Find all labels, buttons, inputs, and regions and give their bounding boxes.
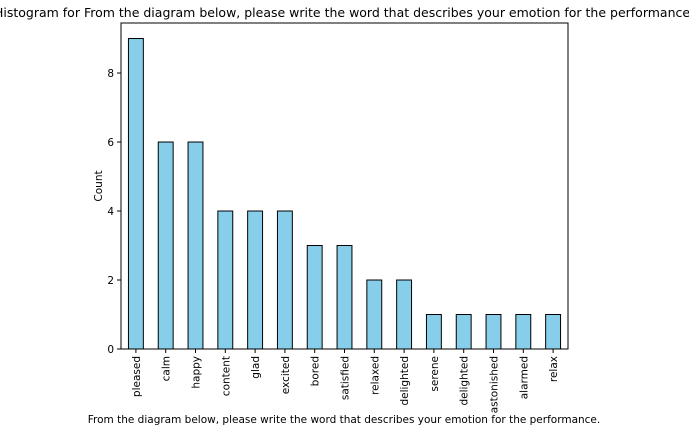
- x-tick-label: delighted: [399, 356, 411, 406]
- bars-layer: [127, 38, 562, 350]
- bar-3: [217, 210, 234, 350]
- y-tick-label: 8: [107, 68, 114, 80]
- y-tick-label: 0: [107, 344, 114, 356]
- bar-9: [396, 279, 413, 350]
- bar-12: [485, 314, 502, 350]
- bar-7: [336, 245, 353, 350]
- x-tick-label: alarmed: [518, 356, 530, 399]
- x-tick-label: bored: [310, 356, 322, 386]
- bar-4: [247, 210, 264, 350]
- x-tick-label: pleased: [131, 356, 143, 397]
- x-tick-label: relax: [548, 356, 560, 382]
- y-axis: 0 2 4 6 8: [107, 68, 121, 356]
- bar-0: [127, 38, 144, 350]
- bar-2: [187, 141, 204, 350]
- x-tick-label: serene: [429, 356, 441, 392]
- bar-11: [455, 314, 472, 350]
- y-tick-label: 4: [107, 206, 114, 218]
- bar-10: [425, 314, 442, 350]
- bar-13: [515, 314, 532, 350]
- bar-8: [366, 279, 383, 350]
- bar-1: [157, 141, 174, 350]
- x-tick-label: glad: [250, 356, 262, 379]
- chart-title: Histogram for From the diagram below, pl…: [0, 5, 689, 20]
- bar-6: [306, 245, 323, 350]
- x-tick-label: calm: [161, 356, 173, 381]
- x-tick-label: content: [220, 356, 232, 396]
- plot-frame: [120, 22, 569, 350]
- x-axis-label: From the diagram below, please write the…: [88, 414, 600, 426]
- x-tick-label: satisfied: [340, 356, 352, 400]
- x-tick-label: delighted: [459, 356, 471, 406]
- y-tick-label: 2: [107, 275, 114, 287]
- y-axis-label: Count: [93, 170, 105, 201]
- bar-5: [276, 210, 293, 350]
- x-tick-label: astonished: [489, 356, 501, 413]
- x-tick-label: excited: [280, 356, 292, 394]
- y-tick-label: 6: [107, 137, 114, 149]
- x-tick-label: relaxed: [369, 356, 381, 395]
- x-tick-label: happy: [191, 356, 203, 389]
- bar-14: [545, 314, 562, 350]
- x-axis: pleased calm happy content glad excited bored s…: [131, 349, 560, 413]
